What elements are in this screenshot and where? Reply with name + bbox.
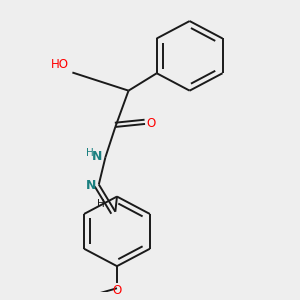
Text: HO: HO: [51, 58, 69, 71]
Text: H: H: [86, 148, 94, 158]
Text: N: N: [92, 150, 102, 163]
Text: O: O: [112, 284, 122, 297]
Text: O: O: [147, 117, 156, 130]
Text: H: H: [97, 199, 104, 209]
Text: N: N: [86, 179, 97, 193]
